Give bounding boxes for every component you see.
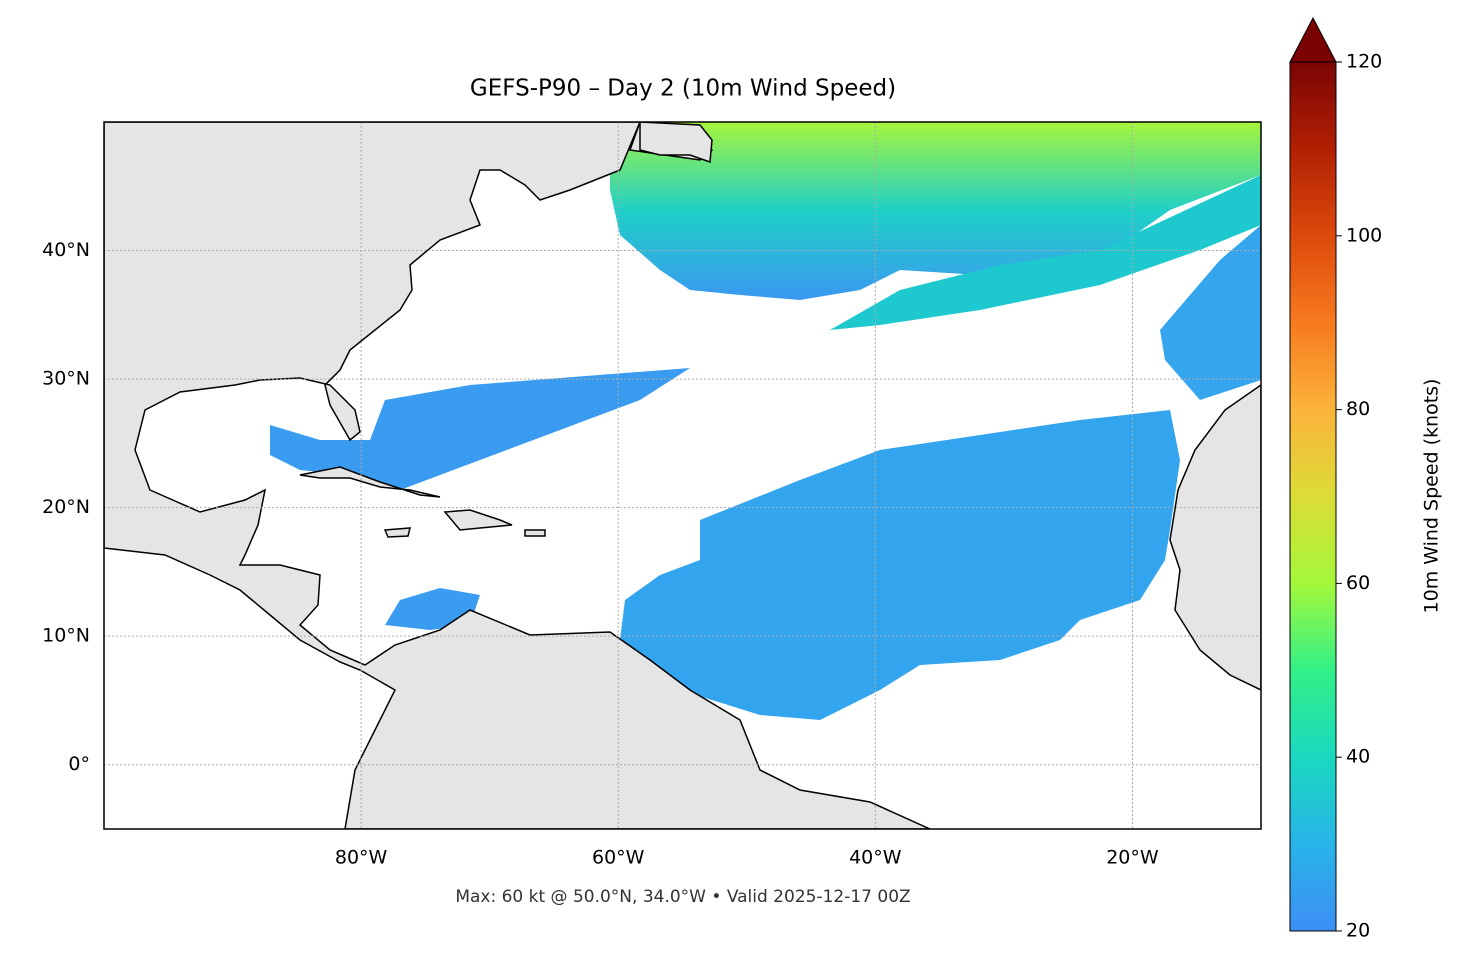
y-tick-label: 0° (68, 753, 90, 775)
x-tick-label: 80°W (335, 847, 388, 869)
wind-region (610, 122, 1261, 300)
y-tick-label: 10°N (42, 625, 90, 647)
newfoundland (639, 122, 713, 164)
colorbar-tick-label: 40 (1346, 746, 1370, 768)
x-tick-label: 40°W (849, 847, 902, 869)
jamaica (383, 527, 411, 538)
footer-note: Max: 60 kt @ 50.0°N, 34.0°W • Valid 2025… (455, 887, 910, 907)
colorbar (1289, 61, 1337, 932)
wind-region (620, 410, 1180, 720)
y-tick-label: 30°N (42, 368, 90, 390)
cuba (299, 466, 441, 498)
map-frame (103, 121, 1262, 830)
y-tick-label: 20°N (42, 496, 90, 518)
wind-region (830, 175, 1261, 330)
puerto-rico (524, 529, 546, 537)
africa (1169, 384, 1261, 691)
americas (104, 122, 931, 829)
x-tick-label: 20°W (1106, 847, 1159, 869)
wind-region (1160, 225, 1261, 400)
colorbar-tick-label: 120 (1346, 51, 1382, 73)
map (104, 122, 1261, 829)
hispaniola (443, 509, 513, 531)
colorbar-tick-label: 80 (1346, 398, 1370, 420)
colorbar-tick-label: 100 (1346, 224, 1382, 246)
colorbar-label: 10m Wind Speed (knots) (1421, 379, 1443, 614)
colorbar-tick-label: 20 (1346, 920, 1370, 942)
y-tick-label: 40°N (42, 239, 90, 261)
wind-region (270, 368, 690, 490)
land (104, 122, 1261, 829)
colorbar-extend (1289, 16, 1337, 63)
colorbar-tick-label: 60 (1346, 572, 1370, 594)
x-tick-label: 60°W (592, 847, 645, 869)
chart-title: GEFS-P90 – Day 2 (10m Wind Speed) (470, 76, 896, 102)
